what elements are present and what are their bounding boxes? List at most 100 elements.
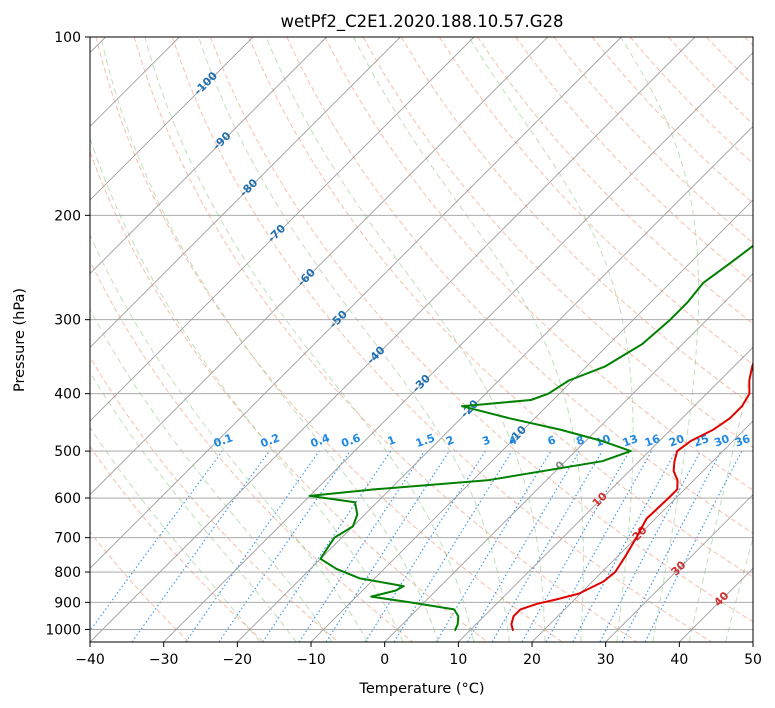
isotherm-label: 0 [553,458,568,473]
mixing-ratio-label: 0.1 [212,431,235,450]
dry-adiabat-line [324,37,753,491]
dry-adiabat-line [706,37,753,86]
isotherm-line [605,494,753,642]
mixing-ratio-line [644,450,743,642]
moist-adiabat-line [90,136,404,642]
x-tick-label: −10 [296,652,326,668]
isotherm-label: 30 [669,558,689,578]
dry-adiabat-line [362,37,753,449]
mixing-ratio-line [185,450,320,642]
moist-adiabat-line [90,233,369,642]
dry-adiabat-line [591,37,753,204]
x-tick-label: 30 [597,652,615,668]
isotherm-line [90,37,696,642]
dry-adiabat-line [90,259,414,642]
x-tick-label: 0 [380,652,389,668]
dry-adiabat-line [133,37,638,642]
moist-adiabat-line [90,308,333,642]
dry-adiabat-line [668,37,753,125]
mixing-ratio-line [572,450,677,642]
isotherm-label: -100 [191,69,220,98]
x-tick-label: −20 [223,652,253,668]
dry-adiabat-line [95,37,563,642]
isotherm-label: 40 [711,589,731,609]
y-tick-label: 200 [54,208,81,224]
isotherm-line [163,52,753,642]
dry-adiabat-line [171,37,712,642]
mixing-ratio-label: 13 [621,432,640,449]
dry-adiabat-line [286,37,753,534]
isotherm-label: -30 [410,372,433,395]
dewpoint-series-line [308,244,753,632]
isotherm-line [531,420,753,642]
mixing-ratio-label: 0.2 [259,431,282,450]
isotherm-line [90,37,548,496]
x-tick-label: −30 [149,652,179,668]
x-tick-label: −40 [75,652,105,668]
mixing-ratio-label: 4 [507,433,519,448]
y-tick-label: 700 [54,531,81,547]
moist-adiabat-line [90,371,297,642]
mixing-ratio-label: 8 [574,433,586,448]
moist-adiabat-line [468,37,634,642]
y-tick-label: 400 [54,387,81,403]
moist-adiabat-line [620,37,700,642]
mixing-ratio-label: 36 [733,432,752,450]
mixing-ratio-label: 16 [643,432,662,450]
moist-adiabat-line [90,426,261,642]
isotherm-line [90,37,327,275]
isotherm-label: 20 [630,523,650,543]
y-tick-label: 100 [54,30,81,46]
dry-adiabat-line [90,150,488,642]
mixing-ratio-line [90,450,223,632]
isotherm-line [310,199,753,642]
isotherm-label: -80 [237,176,260,199]
plot-frame [89,36,754,643]
dry-adiabat-line [210,37,753,623]
mixing-ratio-line [325,450,450,642]
isotherm-label: -70 [265,222,288,245]
mixing-ratio-label: 25 [692,432,711,449]
y-tick-label: 600 [54,491,81,507]
dry-adiabat-line [553,37,753,244]
isotherm-line [90,37,622,569]
dry-adiabat-line [438,37,753,366]
x-tick-label: 50 [744,652,762,668]
moist-adiabat-line [198,37,510,642]
temperature-series-line [510,361,753,631]
x-tick-label: 40 [670,652,688,668]
dry-adiabat-line [400,37,753,407]
isotherm-line [90,37,475,422]
mixing-ratio-line [393,450,513,642]
mixing-ratio-label: 0.6 [340,431,363,450]
mixing-ratio-label: 20 [667,432,686,450]
mixing-ratio-line [218,450,351,642]
mixing-ratio-line [599,450,701,642]
isotherm-label: 10 [590,490,610,510]
y-axis-label: Pressure (hPa) [12,288,28,392]
mixing-ratio-label: 6 [546,433,558,448]
mixing-ratio-label: 3 [480,433,492,448]
isotherm-label: -90 [210,129,233,152]
mixing-ratio-line [298,450,425,642]
y-tick-label: 800 [54,565,81,581]
x-tick-label: 10 [449,652,467,668]
moist-adiabat-line [688,358,753,642]
moist-adiabat-line [144,37,475,642]
isotherm-label: -50 [327,307,350,330]
isotherm-label: -40 [364,343,387,366]
mixing-ratio-line [262,450,392,642]
mixing-ratio-line [131,450,270,642]
isotherm-line [237,125,753,642]
isotherm-line [90,37,254,201]
dry-adiabat-line [90,356,339,642]
y-tick-label: 900 [54,595,81,611]
y-tick-label: 1000 [45,622,81,638]
dry-adiabat-line [248,37,753,578]
chart-title: wetPf2_C2E1.2020.188.10.57.G28 [280,12,563,32]
mixing-ratio-line [621,450,722,642]
mixing-ratio-label: 1.5 [414,431,437,450]
mixing-ratio-line [545,450,653,642]
mixing-ratio-line [521,450,630,642]
